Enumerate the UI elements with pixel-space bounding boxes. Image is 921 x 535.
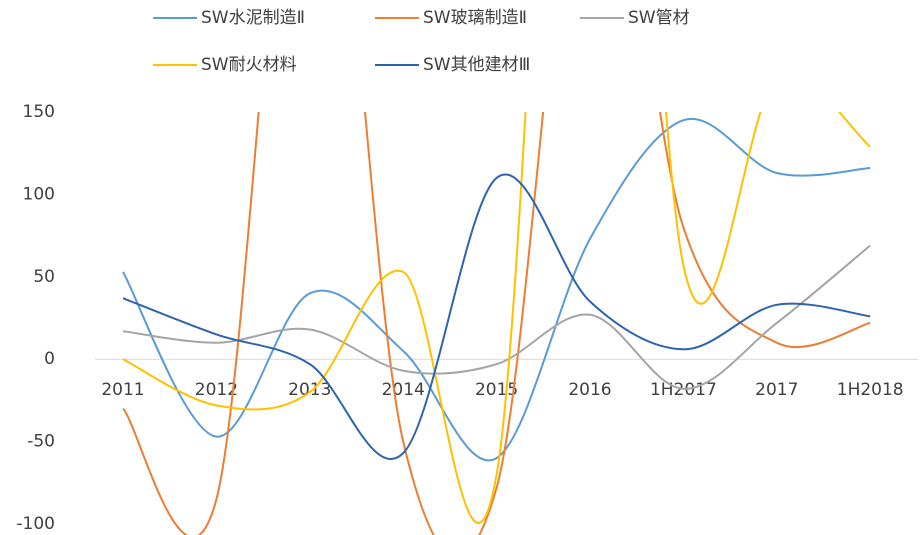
y-tick-label: 150 [23,102,55,122]
x-tick-label: 2014 [382,380,425,400]
x-tick-label: 2013 [288,380,331,400]
x-tick-label: 2012 [195,380,238,400]
x-tick-label: 2017 [755,380,798,400]
series-line [122,117,871,462]
legend-label: SW耐火材料 [201,55,297,75]
x-tick-label: 2016 [568,380,611,400]
y-tick-label: 50 [33,267,55,287]
y-tick-label: -100 [16,514,55,534]
y-tick-label: 0 [44,349,55,369]
y-tick-label: 100 [23,184,55,204]
plot-area [122,112,871,535]
series-line [122,112,871,535]
series-line [122,112,871,525]
legend-label: SW管材 [628,8,690,28]
x-tick-label: 1H2018 [837,380,904,400]
x-tick-label: 2011 [101,380,144,400]
series-line [122,173,871,461]
legend-label: SW水泥制造Ⅱ [201,8,305,28]
series-line [122,244,871,390]
legend-label: SW玻璃制造Ⅱ [423,8,527,28]
legend-label: SW其他建材Ⅲ [423,55,530,75]
y-tick-label: -50 [27,432,55,452]
